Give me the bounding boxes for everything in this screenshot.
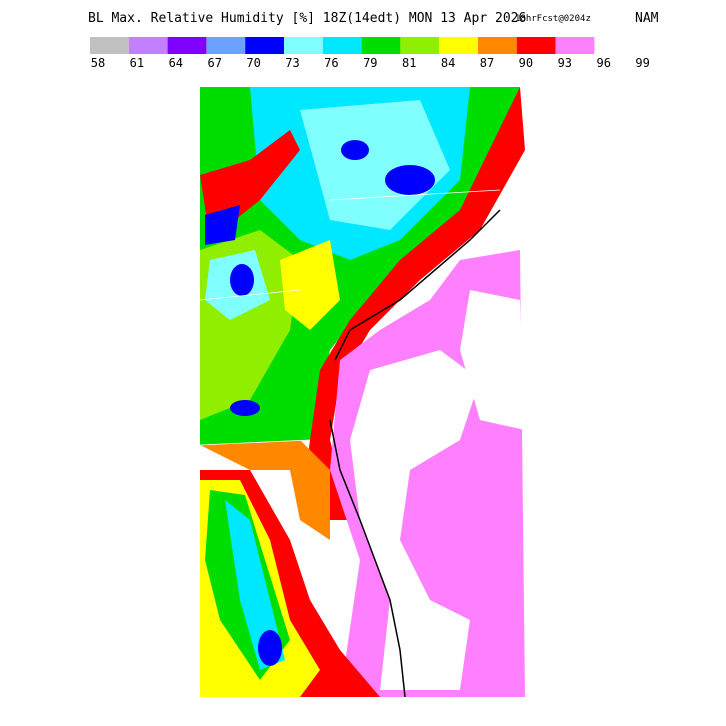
color-box: [555, 37, 595, 54]
colorbar-label: 81: [402, 56, 416, 70]
colorbar-label: 87: [480, 56, 494, 70]
color-box: [516, 37, 556, 54]
colorbar-label: 99: [635, 56, 649, 70]
map: [200, 87, 525, 697]
colorbar-label: 76: [324, 56, 338, 70]
colorbar-label: 84: [441, 56, 455, 70]
title: BL Max. Relative Humidity [%] 18Z(14edt)…: [88, 11, 526, 26]
colorbar-label: 67: [207, 56, 221, 70]
color-box: [167, 37, 207, 54]
color-box: [90, 37, 129, 54]
colorbar-label: 61: [130, 56, 144, 70]
colorbar: 58 61 64 67 70 73 76 79 81 84 87 90 93 96 99: [90, 37, 650, 70]
forecast: 18hrFcst@0204z: [515, 14, 591, 24]
color-box: [284, 37, 323, 54]
colorbar-label: 79: [363, 56, 377, 70]
color-box: [322, 37, 362, 54]
color-box: [361, 37, 401, 54]
color-box: [400, 37, 440, 54]
colorbar-label: 90: [519, 56, 533, 70]
colorbar-label: 96: [596, 56, 610, 70]
colorbar-label: 73: [285, 56, 299, 70]
color-box: [206, 37, 246, 54]
model: NAM: [635, 11, 659, 26]
color-box: [128, 37, 168, 54]
colorbar-label: 58: [91, 56, 105, 70]
colorbar-label: 64: [169, 56, 183, 70]
colorbar-label: 70: [246, 56, 260, 70]
color-box: [245, 37, 284, 54]
color-box: [439, 37, 478, 54]
colorbar-label: 93: [558, 56, 572, 70]
color-box: [478, 37, 517, 54]
